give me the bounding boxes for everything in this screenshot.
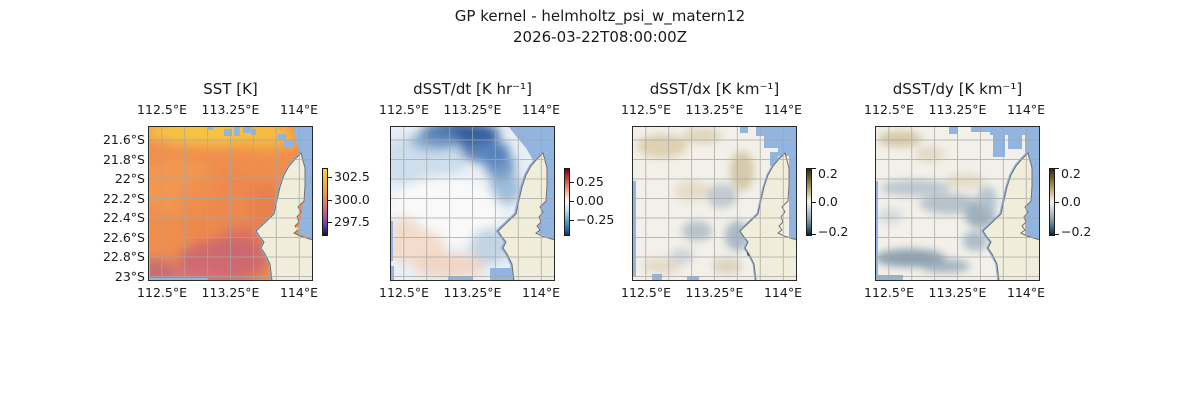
x-tick-label: 114°E [521, 102, 560, 117]
y-tick-label: 23°S [114, 268, 145, 284]
data-blobs [390, 126, 521, 278]
colorbar-tick [1055, 234, 1059, 235]
colorbar-tick-label: 0.0 [818, 194, 838, 209]
x-axis-bottom: 112.5°E 113.25°E 114°E [621, 285, 802, 300]
x-axis-bottom: 112.5°E 113.25°E 114°E [379, 285, 560, 300]
colorbar-tick-label: 0.2 [1061, 166, 1081, 181]
x-tick-label: 112.5°E [137, 102, 187, 117]
y-tick-label: 21.6°S [102, 132, 145, 147]
shallow-water-pixel [296, 227, 299, 230]
grid-lines [632, 126, 797, 281]
colorbar-tick [812, 202, 816, 203]
x-axis-top: 112.5°E 113.25°E 114°E [137, 102, 318, 117]
grid-lines [390, 126, 555, 281]
x-tick-label: 112.5°E [621, 285, 671, 300]
x-tick-label: 113.25°E [928, 285, 987, 300]
colorbar-tick-label: 297.5 [334, 214, 370, 229]
x-tick-label: 114°E [763, 102, 802, 117]
colorbar-tick [1055, 168, 1059, 169]
x-axis-top: 112.5°E 113.25°E 114°E [864, 102, 1045, 117]
colorbar-tick-label: −0.25 [576, 212, 615, 227]
x-tick-label: 113.25°E [685, 102, 744, 117]
figure-subtitle: 2026-03-22T08:00:00Z [513, 28, 687, 46]
colorbar-tick-label: 0.2 [818, 166, 838, 181]
x-axis-top: 112.5°E 113.25°E 114°E [621, 102, 802, 117]
panel-title: SST [K] [203, 80, 258, 98]
dsst-dy-map-canvas [875, 126, 1040, 281]
y-tick-label: 22.4°S [102, 210, 145, 225]
colorbar-tick-label: 300.0 [334, 192, 370, 207]
x-tick-label: 113.25°E [201, 285, 260, 300]
map-border [390, 126, 555, 281]
x-tick-label: 114°E [1006, 102, 1045, 117]
x-tick-label: 112.5°E [137, 285, 187, 300]
colorbar-tick [328, 222, 332, 223]
map-border [148, 126, 313, 281]
figure-title: GP kernel - helmholtz_psi_w_matern12 [454, 7, 746, 25]
colorbar-tick [570, 220, 574, 221]
colorbar-tick [328, 200, 332, 201]
colorbar-tick-label: 0.0 [1061, 194, 1081, 209]
sst-colorbar [322, 168, 328, 236]
panel-title: dSST/dt [K hr⁻¹] [413, 80, 532, 98]
y-tick-label: 22.8°S [102, 249, 145, 264]
x-tick-label: 113.25°E [928, 102, 987, 117]
grid-lines [875, 126, 1040, 281]
x-tick-label: 114°E [279, 285, 318, 300]
colorbar-tick-label: −0.2 [1061, 224, 1092, 239]
x-tick-label: 114°E [1006, 285, 1045, 300]
y-tick-label: 22°S [114, 171, 145, 186]
x-tick-label: 112.5°E [379, 285, 429, 300]
x-axis-bottom: 112.5°E 113.25°E 114°E [864, 285, 1045, 300]
sst-map-canvas [148, 126, 313, 281]
dsst-dx-colorbar [806, 168, 812, 236]
colorbar-tick-label: 0.25 [576, 174, 604, 189]
x-tick-label: 113.25°E [443, 285, 502, 300]
panel-dsst-dt: dSST/dt [K hr⁻¹] 112.5°E 113.25°E 114°E [379, 0, 560, 400]
dsst-dt-map-canvas [390, 126, 555, 281]
x-tick-label: 114°E [763, 285, 802, 300]
x-tick-label: 112.5°E [621, 102, 671, 117]
y-tick-label: 21.8°S [102, 151, 145, 167]
x-tick-label: 113.25°E [685, 285, 744, 300]
colorbar-tick [570, 201, 574, 202]
map-border [875, 126, 1040, 281]
x-tick-label: 112.5°E [864, 285, 914, 300]
colorbar-tick-label: 302.5 [334, 169, 370, 184]
colorbar-tick [570, 182, 574, 183]
x-axis-bottom: 112.5°E 113.25°E 114°E [137, 285, 318, 300]
panel-title: dSST/dy [K km⁻¹] [892, 80, 1023, 98]
map-border [632, 126, 797, 281]
y-tick-label: 22.6°S [102, 229, 145, 245]
dsst-dt-colorbar [564, 168, 570, 236]
x-tick-label: 114°E [521, 285, 560, 300]
dsst-dx-map-canvas [632, 126, 797, 281]
colorbar-tick-label: 0.00 [576, 193, 604, 208]
panel-dsst-dx: dSST/dx [K km⁻¹] 112.5°E 113.25°E 114°E [621, 0, 802, 400]
x-tick-label: 112.5°E [864, 102, 914, 117]
x-tick-label: 112.5°E [379, 102, 429, 117]
colorbar-tick [1055, 202, 1059, 203]
dsst-dy-colorbar [1049, 168, 1055, 236]
colorbar-tick [812, 234, 816, 235]
panel-title: dSST/dx [K km⁻¹] [649, 80, 780, 98]
y-tick-label: 22.2°S [102, 190, 145, 206]
panel-sst: SST [K] 112.5°E 113.25°E 114°E [137, 0, 318, 400]
colorbar-tick-label: −0.2 [818, 224, 849, 239]
colorbar-tick [812, 168, 816, 169]
x-tick-label: 114°E [279, 102, 318, 117]
x-tick-label: 113.25°E [201, 102, 260, 117]
grid-lines [148, 126, 313, 281]
panel-dsst-dy: dSST/dy [K km⁻¹] 112.5°E 113.25°E 114°E [864, 0, 1045, 400]
x-tick-label: 113.25°E [443, 102, 502, 117]
colorbar-tick [328, 177, 332, 178]
x-axis-top: 112.5°E 113.25°E 114°E [379, 102, 560, 117]
